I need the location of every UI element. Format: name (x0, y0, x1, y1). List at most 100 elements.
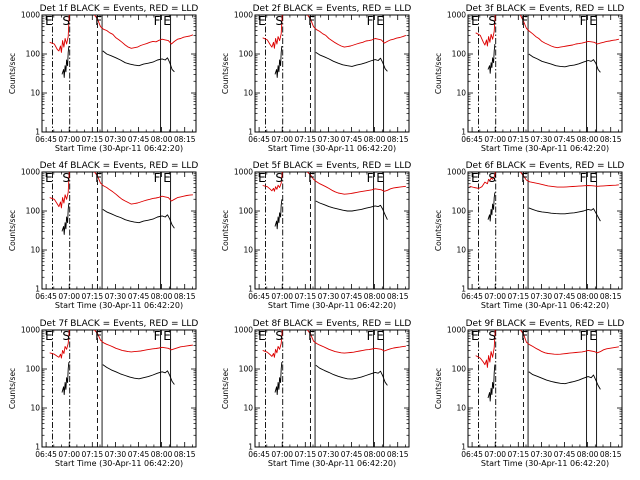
events-rate-line (102, 50, 175, 73)
panel-det-7: Det 7f BLACK = Events, RED = LLD 1 10 100 10… (8, 319, 199, 468)
x-tick-label: 08:15 (174, 450, 196, 459)
panel-title: Det 7f BLACK = Events, RED = LLD (40, 319, 199, 329)
event-marker-label: S (62, 14, 70, 28)
y-tick-label: 10 (243, 404, 253, 413)
y-tick-label: 100 (26, 365, 41, 374)
y-tick-label: 10 (456, 89, 466, 98)
panel-det-8: Det 8f BLACK = Events, RED = LLD 1 10 100 10… (221, 319, 411, 468)
plot-area (49, 172, 193, 289)
event-marker-label: E (376, 329, 384, 343)
lld-rate-line (469, 172, 619, 189)
x-tick-label: 07:45 (341, 450, 363, 459)
events-rate-line (487, 364, 496, 402)
event-marker-label: F (95, 14, 102, 28)
x-tick-label: 07:30 (531, 135, 553, 144)
x-axis-label: Start Time (30-Apr-11 06:42:20) (268, 459, 396, 468)
event-marker-label: F (367, 14, 374, 28)
event-marker-label: F (521, 171, 528, 185)
x-tick-label: 08:15 (174, 135, 196, 144)
y-tick-label: 1000 (447, 168, 466, 177)
plot-frame (467, 329, 623, 448)
x-tick-label: 07:00 (58, 135, 80, 144)
plot-frame (467, 171, 623, 290)
event-marker-label: E (163, 329, 171, 343)
plot-frame (254, 14, 410, 133)
event-marker-label: E (258, 329, 266, 343)
x-tick-label: 07:00 (271, 292, 293, 301)
y-tick-label: 1 (248, 128, 253, 137)
plot-area (475, 330, 619, 447)
y-axis-label: Counts/sec (434, 210, 443, 251)
x-axis-label: Start Time (30-Apr-11 06:42:20) (268, 144, 396, 153)
x-tick-label: 07:15 (507, 292, 529, 301)
events-rate-line (61, 202, 70, 235)
x-axis-label: Start Time (30-Apr-11 06:42:20) (481, 459, 609, 468)
x-tick-label: 07:45 (554, 135, 576, 144)
x-tick-label: 08:00 (151, 135, 173, 144)
event-marker-label: S (488, 14, 496, 28)
x-tick-label: 07:00 (484, 450, 506, 459)
x-tick-label: 06:45 (35, 450, 57, 459)
event-marker-label: E (376, 171, 384, 185)
x-tick-label: 06:45 (248, 135, 270, 144)
event-marker-label: S (62, 329, 70, 343)
y-axis-label: Counts/sec (8, 368, 17, 409)
x-tick-label: 07:45 (128, 135, 150, 144)
event-marker-label: S (275, 14, 283, 28)
x-axis-label: Start Time (30-Apr-11 06:42:20) (268, 301, 396, 310)
plot-area (262, 172, 406, 289)
panel-title: Det 1f BLACK = Events, RED = LLD (40, 4, 199, 14)
y-tick-label: 1000 (234, 326, 253, 335)
event-marker-label: E (163, 171, 171, 185)
y-tick-label: 1000 (21, 168, 40, 177)
x-tick-label: 07:15 (294, 135, 316, 144)
panel-det-5: Det 5f BLACK = Events, RED = LLD 1 10 100 10… (221, 161, 411, 310)
lld-rate-line (475, 15, 619, 49)
x-tick-label: 07:30 (531, 450, 553, 459)
event-marker-label: E (589, 14, 597, 28)
x-tick-label: 07:15 (81, 292, 103, 301)
y-tick-label: 10 (243, 89, 253, 98)
x-tick-label: 07:30 (105, 292, 127, 301)
plot-frame (41, 171, 197, 290)
y-tick-label: 100 (239, 207, 254, 216)
plot-area (475, 15, 619, 132)
y-tick-label: 10 (456, 404, 466, 413)
x-tick-label: 07:00 (484, 135, 506, 144)
events-rate-line (528, 371, 601, 390)
x-tick-label: 06:45 (461, 450, 483, 459)
event-marker-label: F (154, 14, 161, 28)
panel-det-1: Det 1f BLACK = Events, RED = LLD 1 10 100 10… (8, 4, 199, 153)
y-tick-label: 1000 (21, 326, 40, 335)
plot-area (49, 330, 193, 447)
event-marker-label: F (308, 171, 315, 185)
event-marker-label: S (488, 171, 496, 185)
lld-rate-line (262, 15, 407, 49)
x-tick-label: 08:15 (387, 135, 409, 144)
event-marker-label: E (471, 14, 479, 28)
lld-rate-line (475, 330, 619, 368)
events-rate-line (315, 52, 388, 72)
panel-det-9: Det 9f BLACK = Events, RED = LLD 1 10 100 10… (434, 319, 624, 468)
y-tick-label: 10 (30, 89, 40, 98)
x-tick-label: 07:00 (271, 135, 293, 144)
y-tick-label: 1 (35, 285, 40, 294)
x-tick-label: 07:45 (341, 292, 363, 301)
event-marker-label: E (471, 171, 479, 185)
x-tick-label: 07:45 (554, 450, 576, 459)
y-tick-label: 1 (35, 443, 40, 452)
events-rate-line (274, 362, 283, 396)
panel-det-4: Det 4f BLACK = Events, RED = LLD 1 10 100 10… (8, 161, 198, 310)
x-tick-label: 07:45 (128, 292, 150, 301)
x-tick-label: 07:00 (484, 292, 506, 301)
events-rate-line (315, 200, 388, 220)
x-tick-label: 08:00 (364, 450, 386, 459)
y-axis-label: Counts/sec (221, 53, 230, 94)
event-marker-label: F (521, 329, 528, 343)
lld-rate-line (262, 330, 406, 358)
event-marker-label: F (95, 171, 102, 185)
event-marker-label: E (471, 329, 479, 343)
y-tick-label: 100 (452, 207, 467, 216)
